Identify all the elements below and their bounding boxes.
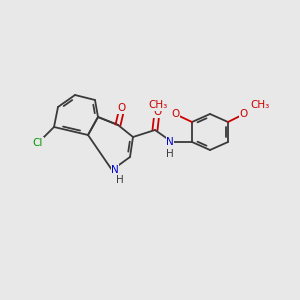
Text: O: O: [153, 107, 161, 117]
Text: O: O: [171, 109, 179, 119]
Text: H: H: [116, 175, 124, 185]
Text: Cl: Cl: [33, 138, 43, 148]
Text: O: O: [240, 109, 248, 119]
Text: N: N: [111, 165, 119, 175]
Text: H: H: [166, 149, 174, 159]
Text: N: N: [166, 137, 174, 147]
Text: CH₃: CH₃: [250, 100, 270, 110]
Text: O: O: [118, 103, 126, 113]
Text: CH₃: CH₃: [148, 100, 168, 110]
